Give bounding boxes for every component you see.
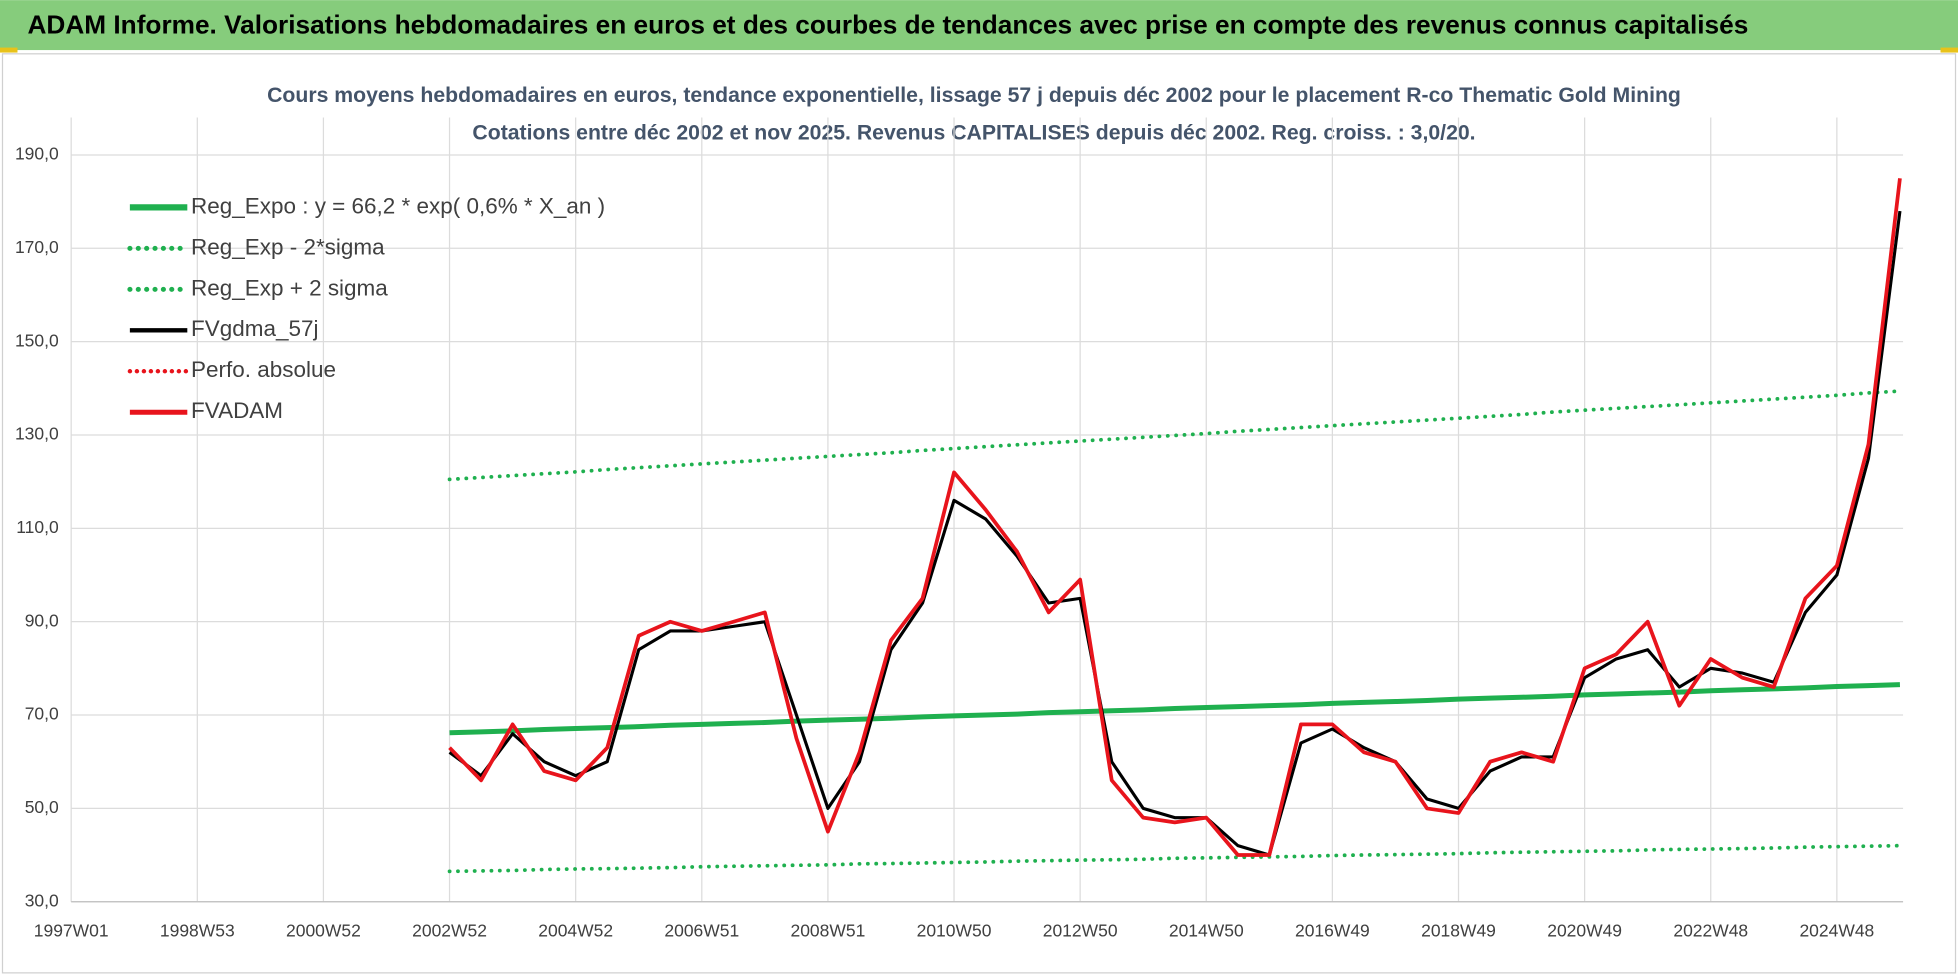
- legend-label: FVADAM: [191, 398, 283, 423]
- x-tick-label: 2000W52: [286, 920, 361, 940]
- chart-subtitle: Cotations entre déc 2002 et nov 2025. Re…: [472, 121, 1475, 144]
- x-tick-label: 2010W50: [917, 920, 992, 940]
- x-tick-label: 1998W53: [160, 920, 235, 940]
- series-line: [448, 178, 1902, 857]
- x-tick-label: 2020W49: [1547, 920, 1622, 940]
- header-title: ADAM Informe. Valorisations hebdomadaire…: [27, 9, 1748, 39]
- x-tick-label: 2016W49: [1295, 920, 1370, 940]
- legend-label: Reg_Exp + 2 sigma: [191, 275, 388, 300]
- header-band: [0, 0, 1958, 51]
- legend-label: Reg_Exp - 2*sigma: [191, 234, 385, 259]
- chart-title: Cours moyens hebdomadaires en euros, ten…: [267, 84, 1681, 107]
- y-tick-label: 130,0: [15, 424, 59, 444]
- y-tick-label: 150,0: [15, 330, 59, 350]
- series-line: [447, 843, 1902, 874]
- y-tick-label: 70,0: [25, 704, 59, 724]
- x-tick-label: 2006W51: [664, 920, 739, 940]
- corner-mark: [0, 47, 18, 53]
- y-tick-label: 30,0: [25, 890, 59, 910]
- series-line: [449, 682, 1901, 736]
- legend-label: Perfo. absolue: [191, 357, 336, 382]
- x-tick-label: 2004W52: [538, 920, 613, 940]
- y-tick-label: 110,0: [16, 517, 59, 537]
- x-tick-label: 2014W50: [1169, 920, 1244, 940]
- y-tick-label: 190,0: [15, 144, 59, 164]
- corner-mark: [1940, 47, 1958, 53]
- x-tick-label: 2002W52: [412, 920, 487, 940]
- chart-frame: [1, 53, 1957, 974]
- series-line: [448, 210, 1902, 857]
- y-tick-label: 170,0: [15, 237, 59, 257]
- y-tick-label: 50,0: [25, 797, 59, 817]
- legend-label: Reg_Expo : y = 66,2 * exp( 0,6% * X_an ): [191, 193, 605, 218]
- legend-label: FVgdma_57j: [191, 316, 318, 341]
- x-tick-label: 2012W50: [1043, 920, 1118, 940]
- x-tick-label: 2024W48: [1799, 920, 1874, 940]
- x-tick-label: 2018W49: [1421, 920, 1496, 940]
- x-tick-label: 2022W48: [1673, 920, 1748, 940]
- y-tick-label: 90,0: [25, 610, 59, 630]
- x-tick-label: 2008W51: [791, 920, 866, 940]
- x-tick-label: 1997W01: [34, 920, 109, 940]
- series-line: [447, 389, 1902, 482]
